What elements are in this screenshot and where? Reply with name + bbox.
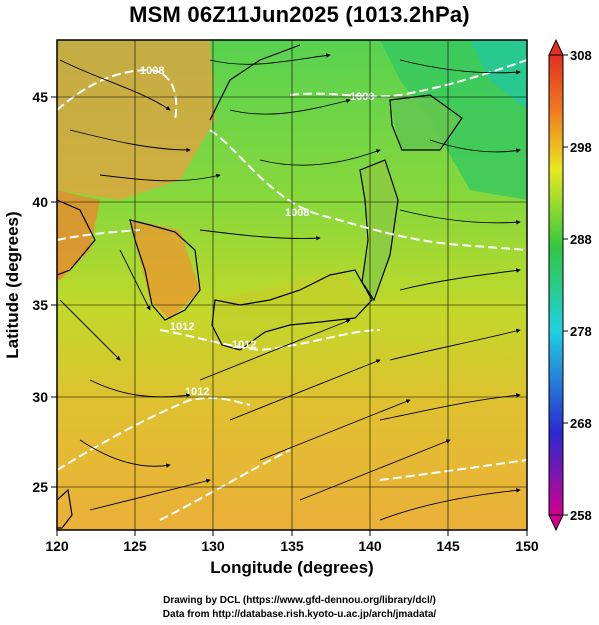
y-tick-label: 35 — [32, 297, 48, 313]
coastlines — [57, 44, 463, 529]
colorbar-tick-label: 308 — [570, 48, 592, 63]
colorbar-top-arrow — [548, 38, 564, 56]
y-tick-label: 40 — [32, 194, 48, 210]
x-tick-label: 140 — [358, 538, 382, 554]
cold-region — [470, 40, 527, 110]
x-tick-label: 125 — [123, 538, 147, 554]
x-tick-label: 150 — [515, 538, 539, 554]
y-tick-label: 25 — [32, 479, 48, 495]
isobar-label: 1008 — [140, 65, 164, 77]
honshu-land — [215, 270, 370, 350]
drawing-credit: Drawing by DCL (https://www.gfd-dennou.o… — [163, 595, 436, 606]
isobars — [57, 59, 527, 521]
colorbar-tick-label: 298 — [570, 140, 592, 155]
x-tick-label: 120 — [45, 538, 69, 554]
y-tick-label: 45 — [32, 89, 48, 105]
colorbar-tick-label: 288 — [570, 232, 592, 247]
graticule — [57, 40, 527, 530]
isobar-label: 1012 — [170, 321, 194, 333]
hokkaido-land — [390, 95, 460, 150]
y-axis-label: Latitude (degrees) — [3, 211, 22, 359]
y-tick-labels: 25 30 35 40 45 — [32, 89, 48, 495]
data-credit: Data from http://database.rish.kyoto-u.a… — [162, 609, 437, 620]
x-tick-label: 135 — [280, 538, 304, 554]
korea-warm — [130, 220, 200, 320]
x-axis-label: Longitude (degrees) — [210, 558, 374, 577]
colorbar-labels: 308 298 288 278 268 258 — [570, 48, 592, 523]
axis-ticks — [51, 96, 528, 536]
x-tick-labels: 120 125 130 135 140 145 150 — [45, 538, 539, 554]
x-tick-label: 145 — [436, 538, 460, 554]
colorbar-tick-label: 258 — [570, 508, 592, 523]
warm-continent — [57, 40, 215, 200]
isobar-label: 1012 — [185, 386, 209, 398]
isobar-label: 1008 — [285, 207, 309, 219]
isobar-label: 1012 — [232, 339, 256, 351]
colorbar-scale — [548, 54, 564, 516]
map-plot-area: 1008 1008 1012 1008 1012 1012 — [57, 40, 527, 530]
colorbar: 308 298 288 278 268 258 — [548, 38, 592, 532]
y-tick-label: 30 — [32, 389, 48, 405]
colorbar-tick-label: 268 — [570, 416, 592, 431]
hot-inland — [57, 190, 100, 280]
x-tick-label: 130 — [201, 538, 225, 554]
colorbar-bottom-arrow — [548, 514, 564, 532]
colorbar-tick-label: 278 — [570, 324, 592, 339]
map-title: MSM 06Z11Jun2025 (1013.2hPa) — [129, 2, 470, 27]
